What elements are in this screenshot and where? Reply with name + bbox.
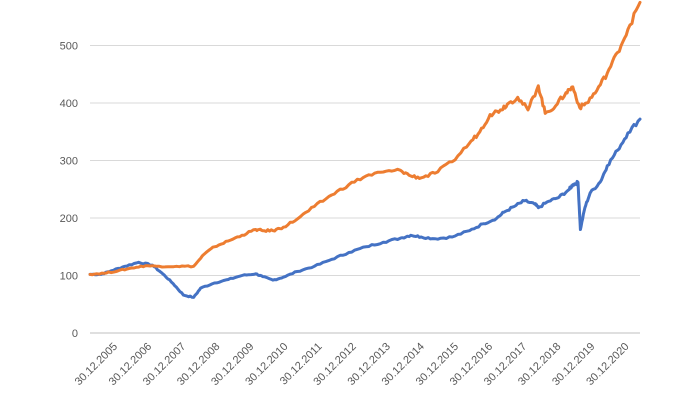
y-tick-label: 0: [72, 328, 78, 340]
y-axis-tick-labels: 0 100 200 300 400 500: [60, 41, 78, 341]
series-line-1: [88, 117, 642, 299]
series-lines: [88, 0, 642, 299]
y-tick-label: 100: [60, 271, 78, 283]
x-axis-tick-labels: 30.12.200530.12.200630.12.200730.12.2008…: [73, 341, 632, 388]
y-tick-label: 300: [60, 156, 78, 168]
gridlines: [90, 45, 640, 334]
y-tick-label: 500: [60, 41, 78, 53]
y-tick-label: 400: [60, 98, 78, 110]
series-line-2: [88, 0, 642, 277]
y-tick-label: 200: [60, 213, 78, 225]
